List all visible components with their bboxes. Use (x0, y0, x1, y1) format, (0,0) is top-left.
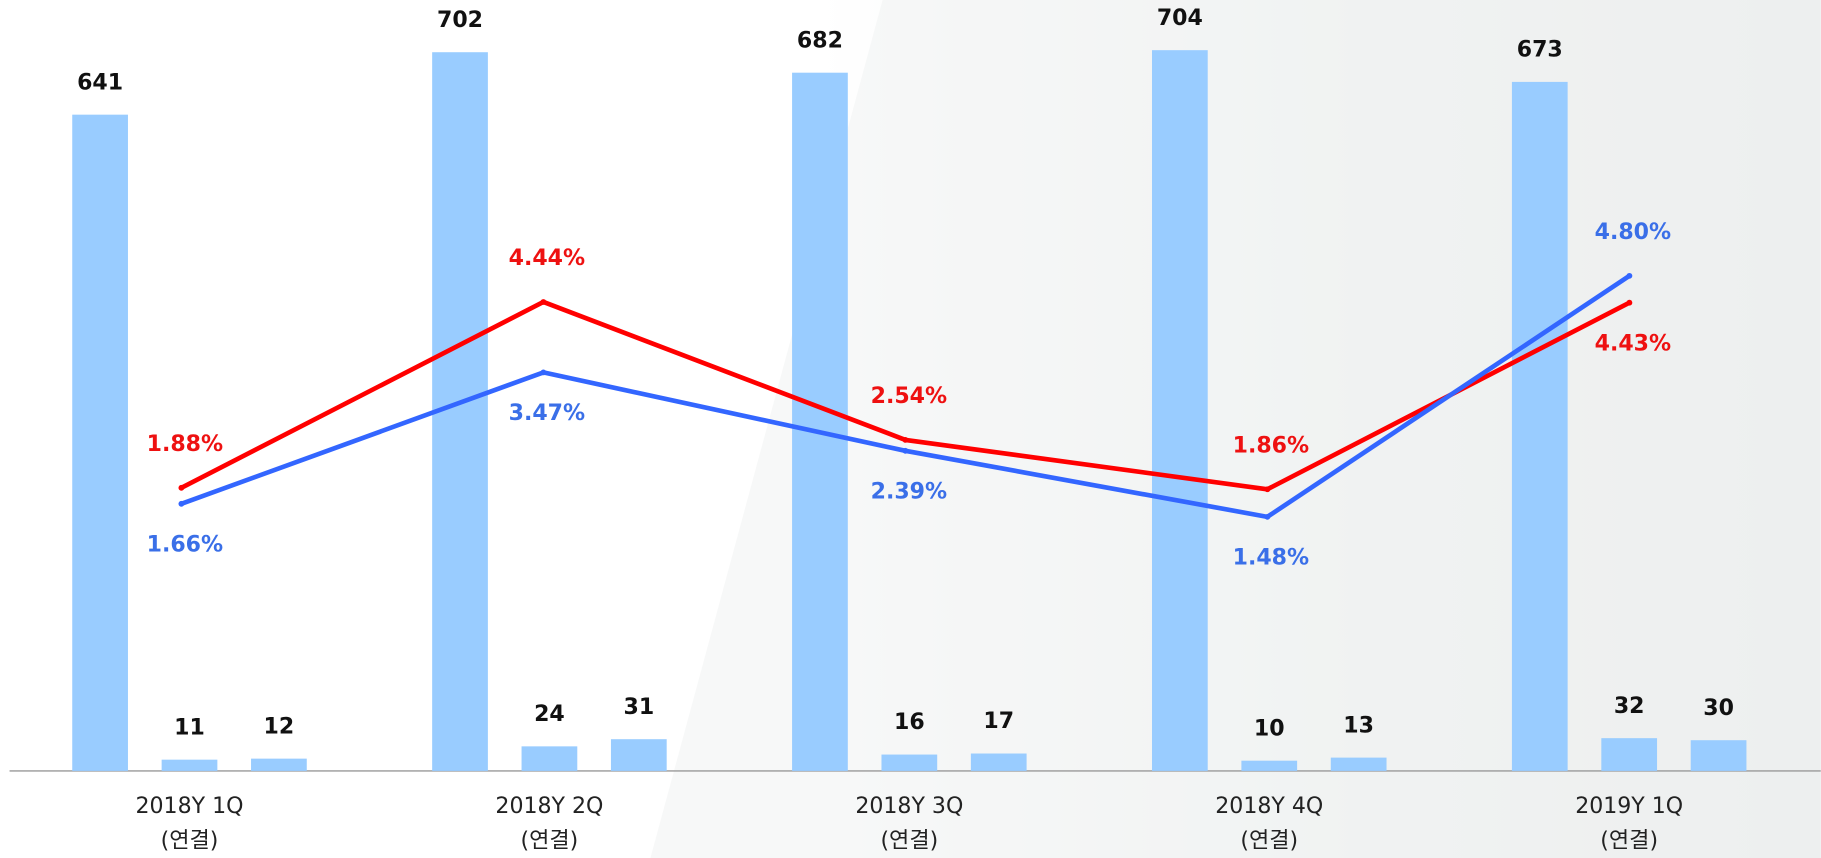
bar (1601, 738, 1658, 771)
line-point (1264, 486, 1271, 493)
line-point (540, 369, 547, 376)
x-tick-label: (연결) (880, 829, 938, 854)
bar (970, 753, 1027, 771)
x-tick-label: (연결) (1240, 829, 1298, 854)
bar-value-label: 704 (1157, 6, 1203, 31)
bar-value-label: 10 (1254, 716, 1285, 741)
x-tick-label: 2018Y 4Q (1215, 794, 1323, 819)
x-tick-label: 2019Y 1Q (1575, 794, 1683, 819)
line-point (902, 447, 909, 454)
bar-value-label: 12 (264, 714, 295, 739)
x-tick-label: 2018Y 1Q (136, 794, 244, 819)
x-tick-label: 2018Y 3Q (855, 794, 963, 819)
bar (161, 759, 218, 771)
bar-value-label: 17 (983, 709, 1014, 734)
bar (521, 746, 578, 771)
line-value-label: 2.39% (871, 480, 948, 505)
x-tick-label: (연결) (161, 829, 219, 854)
bar-value-label: 30 (1703, 696, 1734, 721)
line-point (902, 437, 909, 443)
bar (1330, 757, 1387, 771)
line-value-label: 1.48% (1233, 546, 1310, 571)
bar-value-label: 24 (534, 702, 565, 727)
line-value-label: 4.44% (509, 246, 586, 271)
bar-value-label: 702 (437, 8, 483, 33)
bar (792, 72, 848, 771)
bar (251, 758, 307, 771)
bar (881, 754, 938, 771)
line-point (1264, 513, 1271, 520)
bar (610, 739, 667, 771)
line-value-label: 4.43% (1595, 332, 1672, 357)
bar-value-label: 641 (77, 70, 123, 95)
bar-value-label: 11 (174, 715, 205, 740)
bar-value-label: 32 (1614, 694, 1645, 719)
bar-value-label: 673 (1517, 38, 1563, 63)
x-tick-label: 2018Y 2Q (495, 794, 603, 819)
bar (1151, 50, 1208, 771)
line-point (1626, 272, 1633, 279)
bar (72, 114, 128, 771)
line-value-label: 1.66% (147, 533, 224, 558)
line-point (178, 500, 185, 507)
bar (1690, 740, 1747, 771)
x-tick-label: (연결) (521, 829, 579, 854)
bar (1511, 81, 1568, 771)
line-point (178, 484, 185, 491)
bar-value-label: 13 (1343, 713, 1374, 738)
x-tick-label: (연결) (1600, 829, 1658, 854)
bar-value-label: 16 (894, 710, 925, 735)
line-point (540, 299, 547, 305)
bar-value-label: 682 (797, 28, 843, 53)
bar-value-label: 31 (623, 695, 654, 720)
line-value-label: 1.88% (147, 432, 224, 457)
line-value-label: 1.86% (1233, 433, 1310, 458)
line-value-label: 4.80% (1595, 220, 1672, 245)
line-value-label: 2.54% (871, 384, 948, 409)
line-point (1626, 299, 1633, 306)
line-value-label: 3.47% (509, 401, 586, 426)
bar (1241, 760, 1298, 771)
